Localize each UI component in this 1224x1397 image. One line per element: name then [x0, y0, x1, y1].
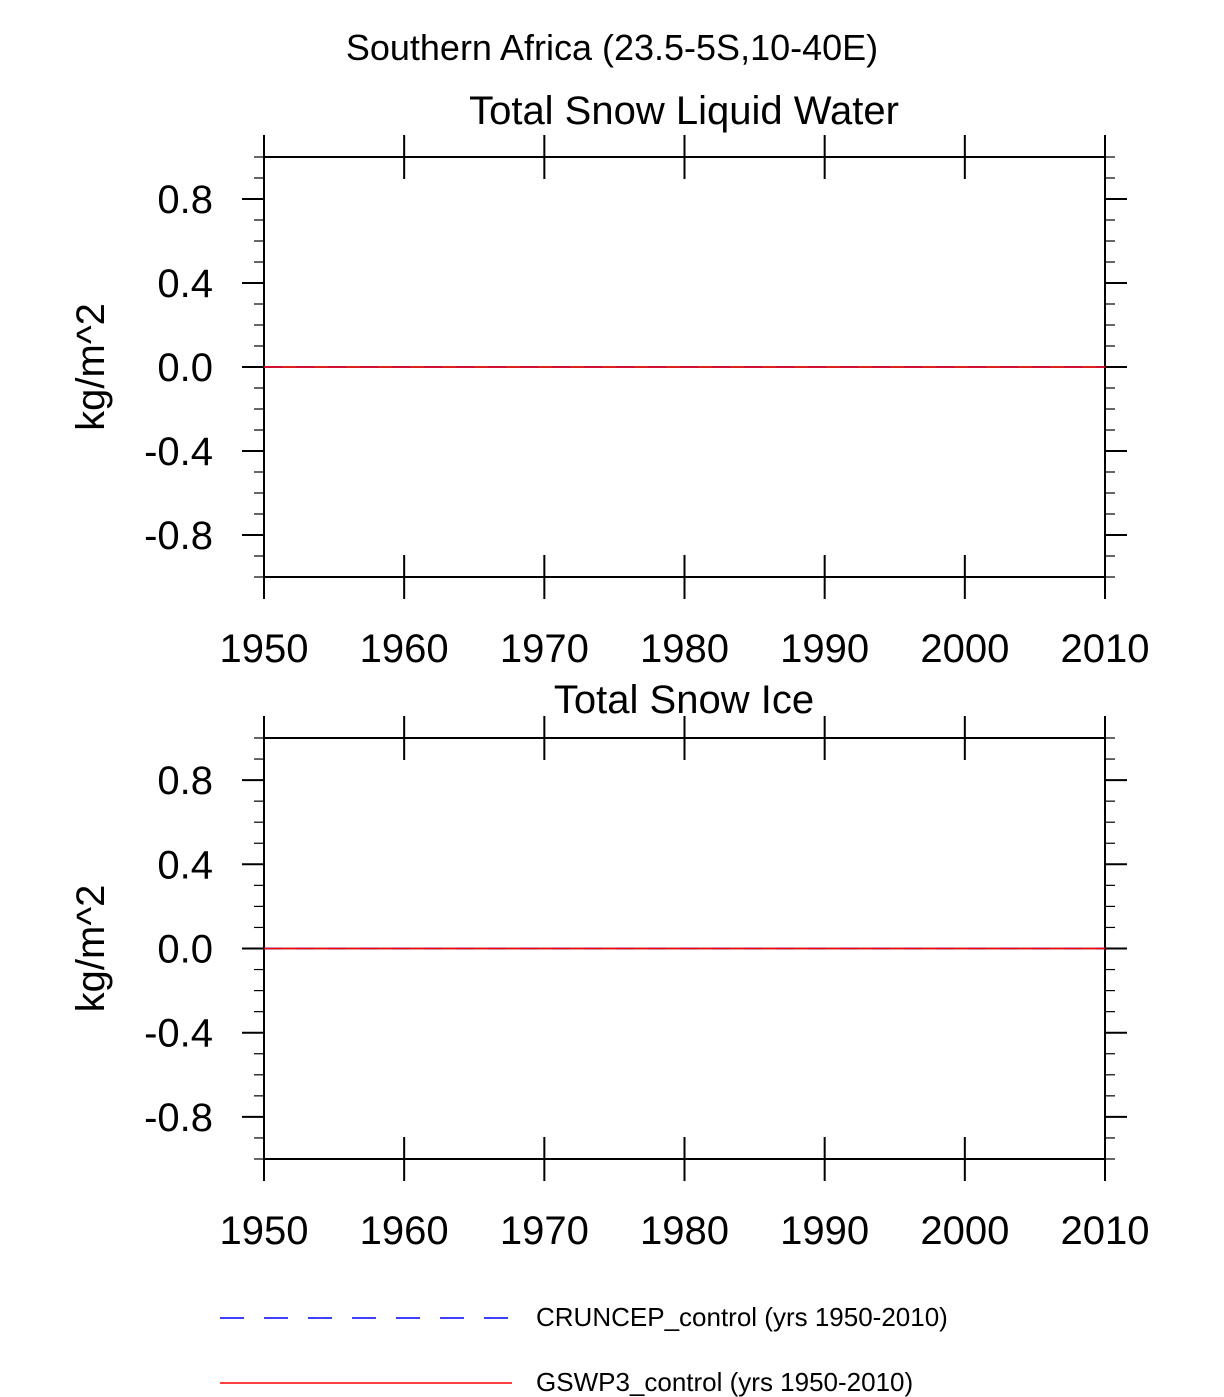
y-tick-label: 0.0	[157, 346, 213, 390]
y-tick-label: -0.8	[144, 1096, 213, 1140]
y-tick-label: 0.0	[157, 928, 213, 972]
x-tick-label: 1970	[500, 1209, 589, 1253]
y-tick-label: 0.4	[157, 262, 213, 306]
x-tick-label: 2010	[1061, 627, 1150, 671]
y-tick-label: 0.8	[157, 759, 213, 803]
chart-title: Total Snow Liquid Water	[469, 89, 899, 133]
legend: CRUNCEP_control (yrs 1950-2010) GSWP3_con…	[220, 1302, 948, 1397]
x-tick-label: 1980	[640, 1209, 729, 1253]
legend-label: CRUNCEP_control (yrs 1950-2010)	[536, 1302, 948, 1332]
x-tick-label: 1980	[640, 627, 729, 671]
x-tick-label: 2000	[920, 627, 1009, 671]
x-tick-label: 2000	[920, 1209, 1009, 1253]
y-tick-label: 0.8	[157, 178, 213, 222]
y-tick-label: 0.4	[157, 843, 213, 887]
figure-suptitle: Southern Africa (23.5-5S,10-40E)	[346, 27, 878, 68]
x-tick-label: 1960	[360, 1209, 449, 1253]
x-tick-label: 1970	[500, 627, 589, 671]
chart-panel-bottom: Total Snow Ice kg/m^2 1950 1960 1970 1980 1990…	[69, 678, 1149, 1253]
y-tick-label: -0.8	[144, 514, 213, 558]
x-tick-label: 1990	[780, 627, 869, 671]
chart-panel-top: Total Snow Liquid Water kg/m^2 1950 1960 197…	[69, 89, 1149, 671]
x-tick-label: 2010	[1061, 1209, 1150, 1253]
chart-title: Total Snow Ice	[554, 678, 814, 722]
y-tick-label: -0.4	[144, 430, 213, 474]
x-tick-label: 1990	[780, 1209, 869, 1253]
x-tick-label: 1950	[220, 627, 309, 671]
x-tick-label: 1960	[360, 627, 449, 671]
y-tick-label: -0.4	[144, 1012, 213, 1056]
y-axis-label: kg/m^2	[69, 303, 113, 431]
legend-label: GSWP3_control (yrs 1950-2010)	[536, 1367, 913, 1397]
y-axis-label: kg/m^2	[69, 885, 113, 1013]
x-tick-label: 1950	[220, 1209, 309, 1253]
